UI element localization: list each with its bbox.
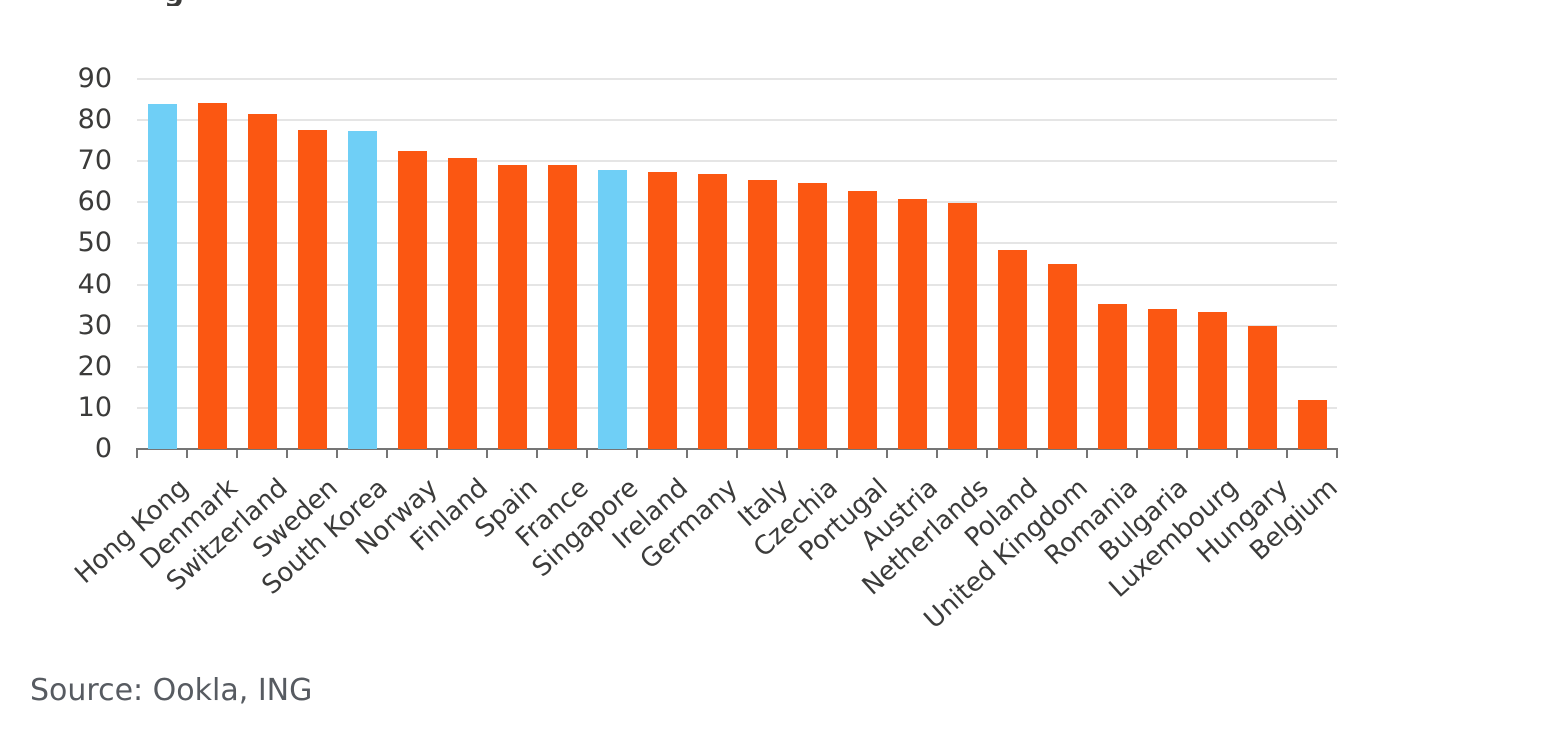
- x-axis-tick: [236, 450, 238, 458]
- y-axis-label-60: 60: [77, 186, 112, 217]
- bar-romania: [1098, 304, 1127, 449]
- y-axis-label-90: 90: [77, 63, 112, 94]
- clipped-title-fragment: g: [164, 0, 184, 6]
- bar-chart: 0 10 20 30 40 50 60 70 80 90 Hong Kong Denmark Switz…: [69, 63, 1344, 635]
- bar-finland: [448, 158, 477, 449]
- y-axis-label-50: 50: [77, 227, 112, 258]
- source-note: Source: Ookla, ING: [30, 673, 313, 708]
- x-axis-tick: [1086, 450, 1088, 458]
- bar-denmark: [198, 103, 227, 449]
- bar-switzerland: [248, 114, 277, 449]
- x-axis-line: [136, 448, 1338, 450]
- x-axis-tick: [536, 450, 538, 458]
- clipped-chart-title: g: [150, 0, 240, 6]
- x-axis-tick: [836, 450, 838, 458]
- x-axis-tick: [786, 450, 788, 458]
- x-axis-tick: [686, 450, 688, 458]
- x-axis-tick: [986, 450, 988, 458]
- x-axis-tick: [486, 450, 488, 458]
- bar-ireland: [648, 172, 677, 449]
- y-axis-label-40: 40: [77, 269, 112, 300]
- gridline-50: [137, 242, 1337, 244]
- gridline-70: [137, 160, 1337, 162]
- gridline-10: [137, 407, 1337, 409]
- x-axis-tick: [286, 450, 288, 458]
- bar-portugal: [848, 191, 877, 449]
- bar-sweden: [298, 130, 327, 449]
- x-axis-tick: [436, 450, 438, 458]
- x-axis-tick: [736, 450, 738, 458]
- bar-hong-kong: [148, 104, 177, 449]
- bar-bulgaria: [1148, 309, 1177, 449]
- bar-united-kingdom: [1048, 264, 1077, 449]
- x-axis-tick: [136, 450, 138, 458]
- gridline-30: [137, 325, 1337, 327]
- y-axis-label-10: 10: [77, 392, 112, 423]
- bar-czechia: [798, 183, 827, 449]
- y-axis-label-0: 0: [94, 433, 112, 464]
- bar-austria: [898, 199, 927, 449]
- x-axis-tick: [586, 450, 588, 458]
- y-axis-label-70: 70: [77, 145, 112, 176]
- gridline-20: [137, 366, 1337, 368]
- x-axis-tick: [336, 450, 338, 458]
- bar-south-korea: [348, 131, 377, 449]
- x-axis-tick: [1136, 450, 1138, 458]
- x-axis-tick: [886, 450, 888, 458]
- gridline-90: [137, 78, 1337, 80]
- bar-belgium: [1298, 400, 1327, 449]
- bar-poland: [998, 250, 1027, 449]
- x-axis-tick: [1336, 450, 1338, 458]
- y-axis-label-80: 80: [77, 104, 112, 135]
- bar-spain: [498, 165, 527, 449]
- x-axis-tick: [1236, 450, 1238, 458]
- x-axis-tick: [1186, 450, 1188, 458]
- bar-singapore: [598, 170, 627, 449]
- bar-luxembourg: [1198, 312, 1227, 449]
- gridline-80: [137, 119, 1337, 121]
- bar-france: [548, 165, 577, 449]
- bar-netherlands: [948, 203, 977, 449]
- x-axis-tick: [1286, 450, 1288, 458]
- y-axis-label-20: 20: [77, 351, 112, 382]
- bar-norway: [398, 151, 427, 449]
- bar-germany: [698, 174, 727, 449]
- gridline-60: [137, 201, 1337, 203]
- x-axis-tick: [936, 450, 938, 458]
- x-axis-tick: [386, 450, 388, 458]
- x-axis-tick: [636, 450, 638, 458]
- y-axis-label-30: 30: [77, 310, 112, 341]
- x-axis-tick: [186, 450, 188, 458]
- bar-italy: [748, 180, 777, 449]
- gridline-40: [137, 284, 1337, 286]
- bar-hungary: [1248, 326, 1277, 449]
- x-axis-tick: [1036, 450, 1038, 458]
